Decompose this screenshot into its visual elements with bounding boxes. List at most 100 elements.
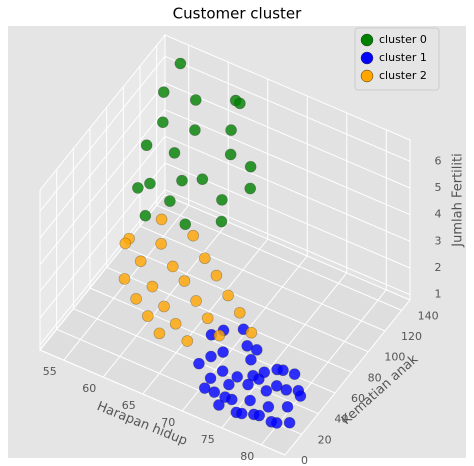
- y-tick-label: 120: [401, 330, 422, 343]
- grid-line: [221, 272, 348, 429]
- point: [225, 124, 237, 136]
- point: [210, 269, 223, 282]
- point: [262, 401, 275, 413]
- z-tick-label: 5: [435, 181, 442, 194]
- y-tick-label: 140: [418, 309, 439, 322]
- z-axis-label: Jumlah Fertiliti: [451, 153, 466, 247]
- point: [260, 385, 273, 397]
- grid-line: [39, 82, 166, 239]
- legend-box: [354, 27, 440, 91]
- point: [244, 182, 257, 195]
- grid-line: [164, 135, 411, 242]
- legend-marker: [360, 51, 374, 65]
- point: [164, 195, 176, 207]
- grid-line: [39, 109, 166, 265]
- grid-line: [164, 82, 411, 189]
- point: [174, 57, 187, 70]
- point: [187, 229, 199, 242]
- grid-line: [39, 349, 286, 456]
- legend: cluster 0 cluster 1 cluster 2: [354, 27, 440, 91]
- legend-label: cluster 1: [379, 51, 427, 64]
- z-tick-label: 6: [435, 154, 442, 167]
- z-tick-label: 2: [435, 261, 442, 274]
- point: [217, 346, 229, 358]
- point: [181, 335, 194, 347]
- grid-line: [164, 189, 411, 296]
- point: [208, 386, 221, 398]
- legend-label: cluster 2: [379, 69, 427, 82]
- point: [241, 340, 254, 352]
- point: [158, 300, 170, 313]
- z-tick-label: 1: [435, 288, 442, 301]
- point: [213, 329, 226, 342]
- point: [134, 255, 147, 268]
- grid-line: [156, 204, 402, 311]
- point: [235, 407, 248, 420]
- point: [253, 409, 266, 422]
- point: [157, 86, 170, 98]
- point: [223, 378, 235, 391]
- point: [215, 215, 228, 228]
- point: [190, 295, 202, 307]
- point: [294, 390, 307, 402]
- grid-line: [39, 162, 166, 319]
- point: [288, 368, 301, 380]
- point: [270, 417, 283, 429]
- point: [146, 280, 159, 293]
- point: [244, 160, 257, 173]
- grid-line: [39, 136, 166, 292]
- point: [222, 289, 234, 302]
- point: [166, 260, 179, 273]
- point: [193, 357, 205, 370]
- point: [196, 173, 209, 186]
- point: [189, 94, 202, 106]
- point: [169, 317, 182, 330]
- x-tick-label: 80: [240, 450, 254, 463]
- point: [270, 380, 283, 392]
- point: [155, 213, 168, 226]
- point: [132, 182, 144, 194]
- point: [119, 237, 132, 250]
- point: [242, 378, 254, 391]
- z-tick-label: 3: [435, 234, 442, 247]
- point: [168, 147, 181, 159]
- y-tick-label: 20: [318, 433, 332, 446]
- point: [253, 373, 265, 385]
- point: [179, 218, 192, 231]
- point: [144, 177, 156, 190]
- y-tick-label: 60: [351, 392, 365, 405]
- point: [198, 382, 211, 394]
- grid-line: [102, 221, 229, 378]
- point: [118, 273, 131, 285]
- legend-marker: [360, 33, 374, 47]
- point: [201, 312, 214, 325]
- point: [141, 310, 154, 322]
- point: [199, 252, 211, 265]
- point: [216, 365, 229, 377]
- point: [155, 238, 167, 250]
- grid-line: [164, 109, 411, 216]
- point: [280, 384, 293, 396]
- point: [178, 275, 191, 287]
- y-tick-label: 100: [384, 351, 405, 364]
- grid-line: [39, 56, 166, 212]
- point: [245, 326, 258, 339]
- y-tick-label: 80: [368, 371, 382, 384]
- legend-marker: [360, 69, 374, 83]
- point: [283, 416, 296, 429]
- point: [139, 209, 152, 222]
- point: [213, 399, 225, 411]
- grid-line: [123, 246, 369, 353]
- grid-line: [139, 225, 386, 332]
- z-tick-label: 4: [435, 208, 442, 221]
- point: [205, 350, 217, 363]
- point: [233, 306, 246, 319]
- point: [189, 124, 201, 136]
- x-tick-label: 70: [161, 416, 175, 429]
- x-tick-label: 75: [201, 433, 215, 446]
- point: [281, 401, 294, 413]
- point: [157, 116, 169, 129]
- grid-line: [260, 289, 387, 446]
- point: [140, 139, 153, 152]
